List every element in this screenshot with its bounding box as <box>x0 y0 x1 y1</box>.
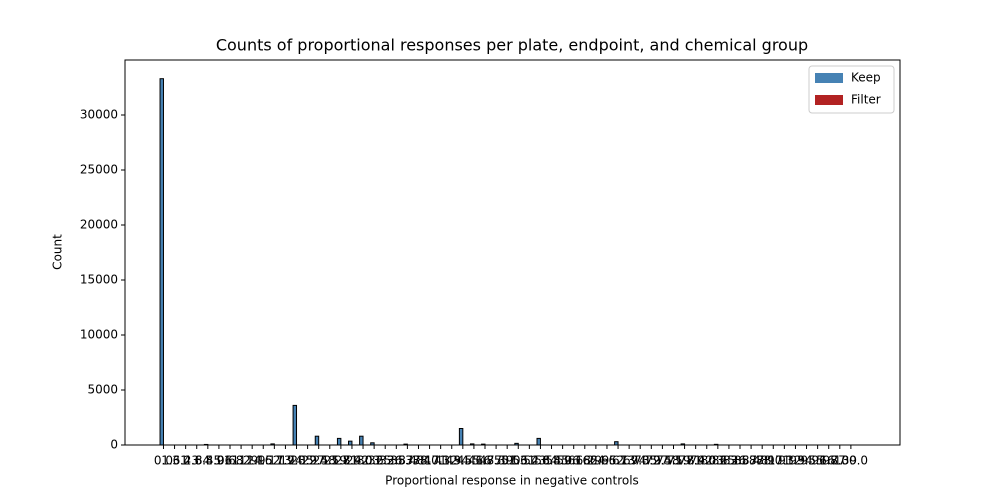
x-tick-label: 17.74 <box>268 454 302 468</box>
x-tick-label: 54.84 <box>523 454 557 468</box>
x-tick-label: 87.1 <box>749 454 776 468</box>
x-tick-label: 75.81 <box>667 454 701 468</box>
x-tick-label: 46.77 <box>468 454 502 468</box>
bar <box>403 443 408 446</box>
x-tick-label: 59.68 <box>557 454 591 468</box>
x-tick-label: 27.42 <box>335 454 369 468</box>
x-tick-label: 67.74 <box>612 454 646 468</box>
x-tick-label: 22.58 <box>302 454 336 468</box>
x-tick-label: 0.0 <box>154 454 173 468</box>
x-tick-label: 32.26 <box>368 454 402 468</box>
x-tick-label: 80.65 <box>701 454 735 468</box>
x-tick-label: 35.48 <box>390 454 424 468</box>
x-tick-label: 30.65 <box>357 454 391 468</box>
x-tick-label: 96.77 <box>812 454 846 468</box>
chart-title: Counts of proportional responses per pla… <box>216 36 808 55</box>
bar <box>469 443 475 446</box>
y-tick-label: 30000 <box>80 108 118 122</box>
x-tick-label: 85.48 <box>734 454 768 468</box>
x-tick-label: 53.23 <box>512 454 546 468</box>
bar <box>292 404 298 446</box>
x-tick-label: 50.0 <box>494 454 521 468</box>
bar <box>159 78 164 446</box>
x-tick-label: 58.06 <box>545 454 579 468</box>
x-tick-label: 43.55 <box>446 454 480 468</box>
x-tick-label: 98.39 <box>823 454 857 468</box>
bar <box>203 443 209 446</box>
x-tick-label: 45.16 <box>457 454 491 468</box>
x-tick-label: 91.94 <box>778 454 812 468</box>
bar <box>481 443 486 446</box>
x-tick-label: 20.97 <box>290 454 324 468</box>
x-tick-label: 16.13 <box>257 454 291 468</box>
x-tick-label: 61.29 <box>568 454 602 468</box>
x-tick-label: 12.9 <box>239 454 266 468</box>
bar <box>680 443 686 446</box>
x-tick-label: 69.35 <box>623 454 657 468</box>
legend-swatch <box>815 95 843 105</box>
x-tick-label: 88.71 <box>756 454 790 468</box>
x-tick-label: 72.58 <box>645 454 679 468</box>
x-tick-label: 79.03 <box>690 454 724 468</box>
x-tick-label: 40.32 <box>423 454 457 468</box>
x-tick-label: 48.39 <box>479 454 513 468</box>
x-tick-label: 74.19 <box>656 454 690 468</box>
x-tick-label: 64.52 <box>590 454 624 468</box>
x-tick-label: 38.71 <box>412 454 446 468</box>
x-tick-label: 62.9 <box>583 454 610 468</box>
x-tick-label: 4.84 <box>183 454 210 468</box>
x-tick-label: 33.87 <box>379 454 413 468</box>
y-tick-label: 15000 <box>80 273 118 287</box>
bar <box>359 435 364 446</box>
x-tick-label: 6.45 <box>194 454 221 468</box>
bar <box>336 437 342 446</box>
bar <box>370 442 375 446</box>
x-tick-label: 9.68 <box>217 454 244 468</box>
legend-label: Filter <box>851 93 881 107</box>
x-tick-label: 56.45 <box>534 454 568 468</box>
bar <box>458 428 464 446</box>
x-tick-label: 3.23 <box>172 454 199 468</box>
bar <box>270 443 275 446</box>
x-tick-label: 77.42 <box>678 454 712 468</box>
x-tick-label: 100.0 <box>834 454 868 468</box>
plot-frame <box>124 59 901 446</box>
x-tick-label: 19.35 <box>279 454 313 468</box>
x-tick-label: 8.06 <box>206 454 233 468</box>
bar <box>314 435 320 446</box>
y-axis-label: Count <box>51 234 65 270</box>
legend-label: Keep <box>851 71 881 85</box>
y-tick-label: 20000 <box>80 218 118 232</box>
bar <box>536 437 541 446</box>
bar <box>348 440 353 446</box>
y-tick-label: 25000 <box>80 163 118 177</box>
legend-swatch <box>815 73 843 83</box>
x-tick-label: 93.55 <box>789 454 823 468</box>
x-tick-label: 95.16 <box>800 454 834 468</box>
bar <box>713 443 719 446</box>
x-tick-label: 29.03 <box>346 454 380 468</box>
x-tick-label: 14.52 <box>246 454 280 468</box>
x-tick-label: 11.29 <box>224 454 258 468</box>
x-tick-label: 25.81 <box>324 454 358 468</box>
y-tick-label: 5000 <box>87 383 118 397</box>
y-tick-label: 10000 <box>80 328 118 342</box>
x-tick-label: 90.32 <box>767 454 801 468</box>
x-tick-label: 66.13 <box>601 454 635 468</box>
x-tick-label: 41.94 <box>435 454 469 468</box>
bar <box>514 442 519 446</box>
x-tick-label: 24.19 <box>313 454 347 468</box>
x-tick-label: 51.61 <box>501 454 535 468</box>
x-axis-label: Proportional response in negative contro… <box>385 474 639 488</box>
x-tick-label: 37.1 <box>405 454 432 468</box>
bar <box>614 441 619 446</box>
x-tick-label: 1.61 <box>161 454 188 468</box>
x-tick-label: 70.97 <box>634 454 668 468</box>
y-tick-label: 0 <box>110 438 118 452</box>
x-tick-label: 83.87 <box>723 454 757 468</box>
x-tick-label: 82.26 <box>712 454 746 468</box>
